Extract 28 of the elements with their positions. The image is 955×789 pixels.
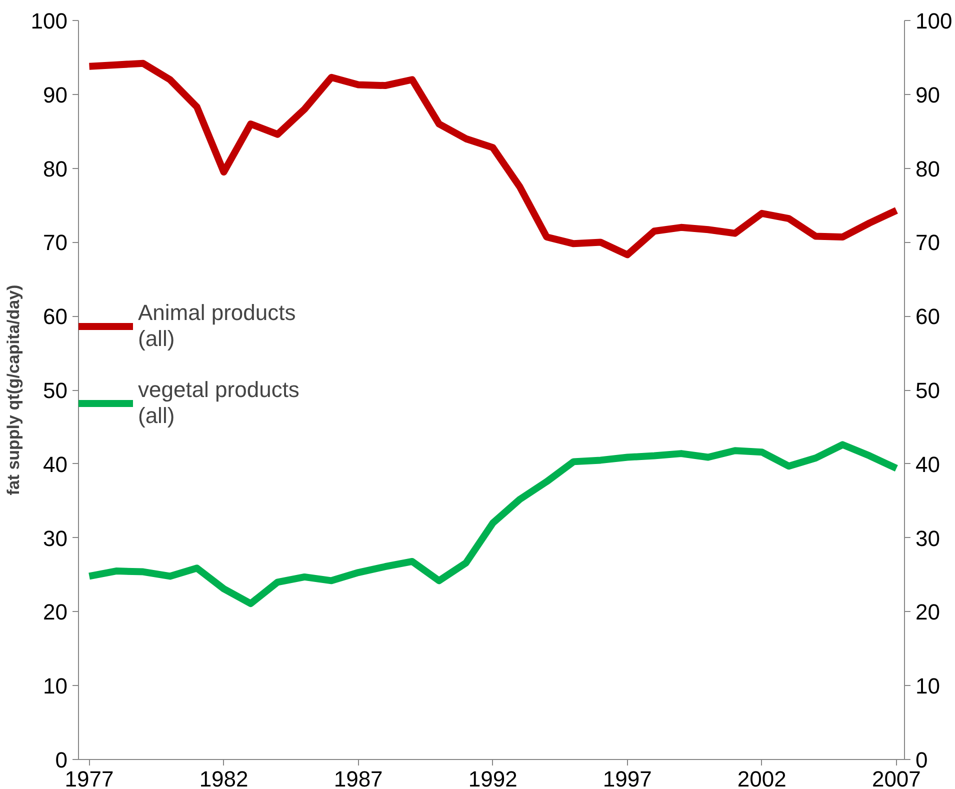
y-tick-label: 10 [43, 674, 68, 699]
y2-tick-label: 20 [916, 600, 940, 625]
x-tick-label: 1992 [468, 766, 518, 789]
y2-tick-label: 90 [916, 82, 940, 108]
y-tick-label: 50 [43, 378, 68, 403]
x-tick-label: 1982 [199, 766, 248, 789]
y-tick-label: 40 [43, 452, 68, 477]
x-tick-label: 2002 [737, 766, 786, 789]
y-tick-label: 90 [43, 82, 68, 108]
y-tick-label: 30 [43, 526, 68, 551]
y2-tick-label: 30 [916, 526, 940, 551]
y2-tick-label: 40 [916, 452, 940, 477]
y2-tick-label: 60 [916, 304, 940, 330]
y2-tick-label: 100 [916, 8, 952, 34]
y2-tick-label: 10 [916, 674, 940, 699]
y2-tick-label: 70 [916, 230, 940, 256]
y-tick-label: 60 [43, 304, 68, 330]
legend-label: Animal products (all) [138, 300, 296, 352]
y-axis-title: fat supply qt(g/capita/day) [4, 284, 23, 496]
y2-tick-label: 50 [916, 378, 940, 403]
x-tick-label: 1997 [602, 766, 652, 789]
legend-label: vegetal products (all) [138, 377, 300, 429]
y-tick-label: 80 [43, 156, 68, 182]
y-tick-label: 100 [30, 8, 68, 34]
x-tick-label: 1987 [334, 766, 383, 789]
y-tick-label: 20 [43, 600, 68, 625]
y-tick-label: 70 [43, 230, 68, 256]
y2-tick-label: 80 [916, 156, 940, 182]
